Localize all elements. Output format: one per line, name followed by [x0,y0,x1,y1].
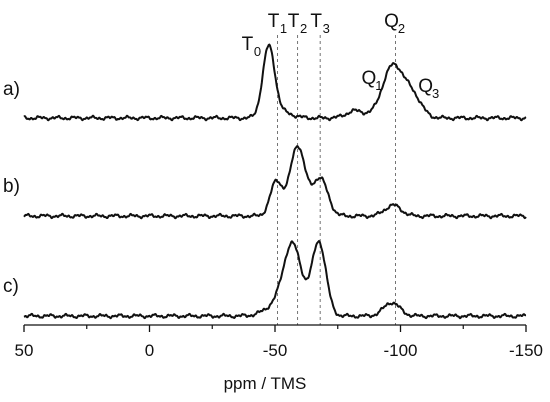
peak-label: Q2 [384,11,405,36]
peak-labels: T 1 T 2 T 3 Q2T 0Q1 Q3 [242,11,440,101]
panel-label: c) [3,276,19,297]
peak-label-main: Q [361,68,376,89]
peak-label-sub: 0 [254,44,261,59]
x-axis: 50 0 -50 -100 -150 [15,324,543,360]
peak-label-main: Q [384,11,399,32]
spectra-traces [23,43,527,320]
x-tick-label: -100 [383,341,417,360]
peak-label-sub: 2 [300,21,307,36]
spectrum-trace [23,43,527,122]
peak-label-sub: 3 [432,86,439,101]
x-tick-label: 0 [145,341,154,360]
peak-label-main: T [310,11,322,32]
peak-label-sub: 1 [375,78,382,93]
peak-label-main: Q [418,76,433,97]
peak-label-main: T [242,34,254,55]
spectrum-trace [23,240,527,320]
peak-label-sub: 1 [280,21,287,36]
spectrum-trace [23,145,527,220]
panel-label: b) [3,176,20,197]
peak-label-sub: 2 [398,21,405,36]
x-tick-label: -50 [263,341,288,360]
panel-labels: a) b) c) [3,79,20,297]
peak-label-main: T [288,11,300,32]
x-axis-title: ppm / TMS [224,374,307,393]
panel-label: a) [3,79,20,100]
peak-label: Q1 [361,68,382,93]
x-tick-label: 50 [15,341,34,360]
reference-lines [277,35,396,325]
peak-label: Q3 [418,76,439,101]
peak-label-sub: 3 [323,21,330,36]
peak-label-main: T [268,11,280,32]
x-tick-label: -150 [509,341,543,360]
